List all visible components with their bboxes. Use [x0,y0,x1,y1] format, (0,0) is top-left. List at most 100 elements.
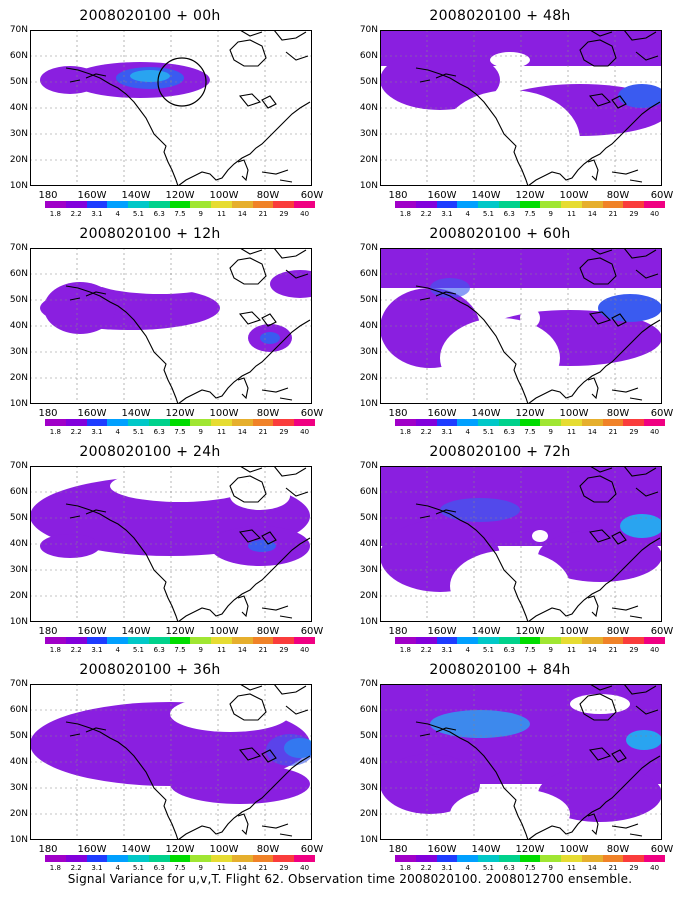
lat-tick-label: 20N [359,155,378,165]
panel-title: 2008020100 + 48h [429,8,571,24]
colorbar-swatch [623,855,645,862]
colorbar-swatch [581,201,603,208]
colorbar-label: 21 [258,210,268,218]
lon-tick-label: 80W [606,626,630,637]
lat-tick-label: 60N [359,705,378,715]
lat-tick-label: 30N [9,783,28,793]
colorbar-label: 5.1 [132,428,145,436]
colorbar [395,637,665,644]
colorbar-label: 29 [279,210,289,218]
lat-tick-label: 30N [9,347,28,357]
colorbar-swatch [644,637,665,644]
colorbar-label: 2.2 [70,646,82,654]
colorbar-label: 3.1 [91,210,103,218]
map-panel: 2008020100 + 00h 70N 60N 50N 40N 30N 20N 10N 18… [0,0,330,218]
colorbar-label: 7.5 [524,428,536,436]
colorbar-swatch [581,855,603,862]
lon-tick-label: 100W [209,626,239,637]
lon-tick-label: 120W [165,408,195,419]
colorbar-label: 21 [608,210,618,218]
colorbar-swatch [169,855,191,862]
lon-tick-label: 160W [427,626,457,637]
lon-tick-label: 60W [300,408,324,419]
lat-tick-label: 30N [9,129,28,139]
colorbar-swatch [644,201,665,208]
colorbar-swatch [540,419,562,426]
colorbar-label: 2.2 [420,864,432,872]
colorbar-label: 6.3 [153,428,165,436]
lon-tick-label: 180 [388,190,408,201]
colorbar-swatch [581,637,603,644]
colorbar-label: 7.5 [174,428,186,436]
lat-tick-label: 50N [9,77,28,87]
colorbar-label: 5.1 [132,646,145,654]
lon-tick-label: 160W [427,844,457,855]
lon-tick-label: 140W [121,844,151,855]
colorbar-swatch [128,855,149,862]
lon-tick-label: 100W [559,408,589,419]
colorbar-label: 4 [115,864,120,872]
panel-title: 2008020100 + 60h [429,226,571,242]
map-panel: 2008020100 + 60h 70N 60N 50N 40N 30N 20N 10N 18… [350,218,680,436]
colorbar-label: 1.8 [49,864,61,872]
colorbar-label: 3.1 [441,646,453,654]
colorbar-swatch [478,201,499,208]
lat-tick-label: 10N [9,835,28,845]
lat-tick-label: 50N [359,513,378,523]
colorbar-label: 14 [587,428,597,436]
lon-tick-label: 140W [471,626,501,637]
colorbar-label: 7.5 [524,646,536,654]
colorbar-label: 11 [217,210,226,218]
colorbar-label: 29 [629,428,639,436]
colorbar-swatch [231,637,253,644]
colorbar-swatch [602,419,624,426]
colorbar-swatch [231,419,253,426]
colorbar-label: 4 [115,210,120,218]
lat-tick-label: 70N [359,243,378,253]
panel-title: 2008020100 + 36h [79,662,221,678]
colorbar-label: 7.5 [174,646,186,654]
variance-fill [40,62,210,98]
colorbar-label: 14 [237,864,247,872]
colorbar-swatch [294,201,315,208]
lon-tick-label: 180 [38,408,58,419]
colorbar-label: 2.2 [420,210,432,218]
colorbar-label: 5.1 [482,646,495,654]
colorbar-swatch [45,419,66,426]
lat-tick-label: 70N [9,243,28,253]
map-panel: 2008020100 + 36h 70N 60N 50N 40N 30N 20N 10N 18… [0,654,330,872]
lat-tick-label: 40N [359,757,378,767]
colorbar-label: 29 [279,428,289,436]
colorbar-swatch [457,855,479,862]
colorbar-label: 6.3 [503,210,515,218]
coastline [65,466,311,622]
map-panel: 2008020100 + 24h 70N 60N 50N 40N 30N 20N 10N 18… [0,436,330,654]
colorbar-swatch [561,201,582,208]
colorbar-label: 2.2 [70,428,82,436]
map-panel: 2008020100 + 72h 70N 60N 50N 40N 30N 20N 10N 18… [350,436,680,654]
colorbar-label: 2.2 [70,864,82,872]
lat-tick-label: 10N [9,617,28,627]
colorbar-swatch [107,201,129,208]
colorbar-swatch [252,855,274,862]
colorbar-label: 9 [198,864,203,872]
colorbar-swatch [395,637,416,644]
lon-tick-label: 140W [121,626,151,637]
colorbar-swatch [415,201,437,208]
coastline [415,466,661,622]
colorbar-swatch [478,637,499,644]
colorbar-swatch [252,637,274,644]
lat-tick-label: 60N [9,705,28,715]
colorbar-label: 40 [300,646,310,654]
coastline [65,30,311,186]
colorbar-label: 14 [237,646,247,654]
colorbar-label: 4 [465,864,470,872]
colorbar-swatch [415,419,437,426]
colorbar-swatch [211,637,232,644]
colorbar-swatch [86,855,108,862]
lon-tick-label: 140W [471,844,501,855]
lon-tick-label: 120W [515,844,545,855]
map-plot [30,30,312,186]
colorbar-swatch [148,855,170,862]
colorbar-swatch [644,855,665,862]
